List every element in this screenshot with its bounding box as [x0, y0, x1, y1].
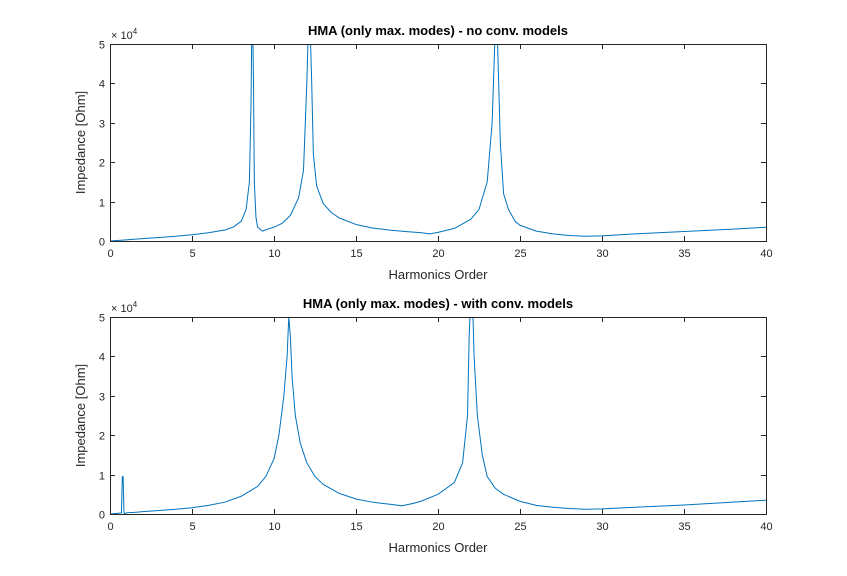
- y-exponent-base-bottom: × 10: [111, 303, 133, 315]
- x-tick-label: 20: [432, 521, 444, 533]
- axes-frame-top: [110, 44, 767, 242]
- x-tick-label: 40: [760, 521, 772, 533]
- y-tick-label: 5: [99, 40, 105, 52]
- y-exponent-bottom: × 104: [111, 300, 138, 315]
- x-tick-label: 20: [432, 248, 444, 260]
- y-exponent-power-top: 4: [133, 27, 138, 36]
- x-tick-label: 5: [189, 248, 195, 260]
- y-tick-label: 2: [99, 431, 105, 443]
- x-tick-label: 10: [268, 521, 280, 533]
- y-tick-label: 0: [99, 237, 105, 249]
- y-tick-label: 1: [99, 198, 105, 210]
- x-tick-label: 15: [350, 521, 362, 533]
- x-tick-label: 15: [350, 248, 362, 260]
- y-exponent-base-top: × 10: [111, 30, 133, 42]
- y-tick-label: 3: [99, 392, 105, 404]
- x-tick-label: 0: [107, 248, 113, 260]
- y-exponent-power-bottom: 4: [133, 300, 138, 309]
- y-tick-label: 1: [99, 471, 105, 483]
- x-tick-label: 5: [189, 521, 195, 533]
- y-tick-label: 4: [99, 352, 105, 364]
- y-tick-label: 2: [99, 158, 105, 170]
- y-tick-label: 3: [99, 119, 105, 131]
- plot-area-top: [110, 44, 766, 241]
- subplot-top: HMA (only max. modes) - no conv. models …: [73, 23, 773, 282]
- tick-group-top: 0 5 10 15 20 25 30 35 40 0 1 2 3 4 5: [99, 40, 773, 261]
- y-tick-label: 0: [99, 510, 105, 522]
- x-tick-label: 35: [678, 248, 690, 260]
- series-group-top: [110, 44, 767, 242]
- impedance-series-line-bottom: [110, 317, 767, 515]
- y-exponent-top: × 104: [111, 27, 138, 42]
- x-tick-label: 30: [596, 521, 608, 533]
- chart-title-top: HMA (only max. modes) - no conv. models: [308, 23, 568, 38]
- x-tick-label: 30: [596, 248, 608, 260]
- chart-title-bottom: HMA (only max. modes) - with conv. model…: [303, 296, 573, 311]
- plot-area-bottom: [110, 317, 766, 514]
- x-tick-label: 25: [514, 248, 526, 260]
- impedance-series-line-top: [110, 44, 767, 242]
- x-axis-label-bottom: Harmonics Order: [389, 540, 489, 555]
- y-tick-label: 5: [99, 313, 105, 325]
- x-tick-label: 35: [678, 521, 690, 533]
- x-tick-label: 25: [514, 521, 526, 533]
- x-axis-label-top: Harmonics Order: [389, 267, 489, 282]
- x-tick-label: 40: [760, 248, 772, 260]
- axes-frame-bottom: [110, 317, 767, 515]
- series-group-bottom: [110, 317, 767, 515]
- x-tick-label: 10: [268, 248, 280, 260]
- y-tick-label: 4: [99, 79, 105, 91]
- y-axis-label-bottom: Impedance [Ohm]: [73, 364, 88, 467]
- tick-group-bottom: 0 5 10 15 20 25 30 35 40 0 1 2 3 4 5: [99, 313, 773, 534]
- y-axis-label-top: Impedance [Ohm]: [73, 91, 88, 194]
- x-tick-label: 0: [107, 521, 113, 533]
- subplot-bottom: HMA (only max. modes) - with conv. model…: [73, 296, 773, 555]
